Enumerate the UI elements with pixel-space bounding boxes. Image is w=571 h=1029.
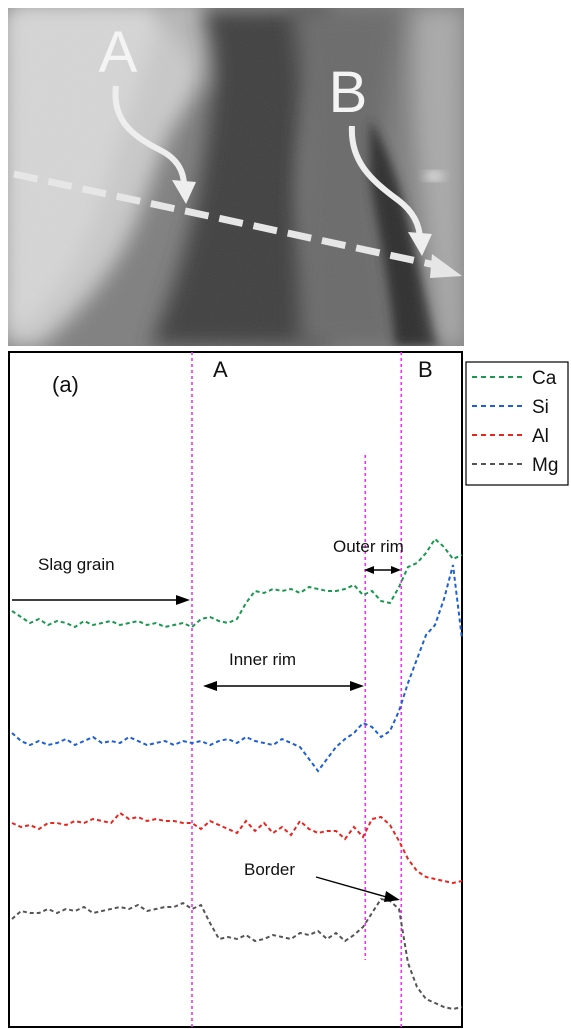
border-arrowhead <box>384 891 400 902</box>
legend-label-ca: Ca <box>532 368 557 389</box>
arrow-b-head <box>408 232 432 256</box>
micrograph-panel: A B <box>8 8 464 346</box>
chart-panel: (a) A B Slag grain Inner rim Outer rim B… <box>8 351 569 1028</box>
profile-line <box>13 170 441 270</box>
marker-label-b: B <box>418 357 433 382</box>
panel-label: (a) <box>52 372 79 397</box>
outer-rim-arrowhead-left <box>364 566 374 574</box>
legend-label-al: Al <box>532 426 549 447</box>
micrograph-image <box>8 8 464 346</box>
annotation-slag-grain: Slag grain <box>38 555 115 574</box>
series-line-al <box>11 811 463 885</box>
outer-rim-arrowhead-right <box>391 566 401 574</box>
border-arrow <box>315 876 391 899</box>
series-line-si <box>11 564 463 773</box>
legend-label-mg: Mg <box>532 455 558 476</box>
inner-rim-arrowhead-right <box>350 681 364 691</box>
annotation-inner-rim: Inner rim <box>229 650 296 669</box>
inner-rim-arrowhead-left <box>203 681 217 691</box>
micrograph-label-b: B <box>329 60 368 125</box>
annotation-border: Border <box>244 860 295 879</box>
profile-arrowhead <box>430 254 462 278</box>
series-line-ca <box>11 537 463 629</box>
arrow-a <box>112 85 187 187</box>
legend: Ca Si Al Mg <box>465 361 569 486</box>
annotation-outer-rim: Outer rim <box>333 537 404 556</box>
marker-label-a: A <box>213 357 228 382</box>
arrow-b <box>348 125 423 241</box>
legend-label-si: Si <box>532 397 549 418</box>
arrow-a-head <box>172 180 196 204</box>
series-line-mg <box>11 897 463 1011</box>
slag-grain-arrowhead <box>176 595 190 605</box>
micrograph-label-a: A <box>99 20 138 85</box>
marker-lines <box>191 352 403 1027</box>
series-lines <box>11 537 463 1011</box>
chart-frame <box>8 351 463 1028</box>
